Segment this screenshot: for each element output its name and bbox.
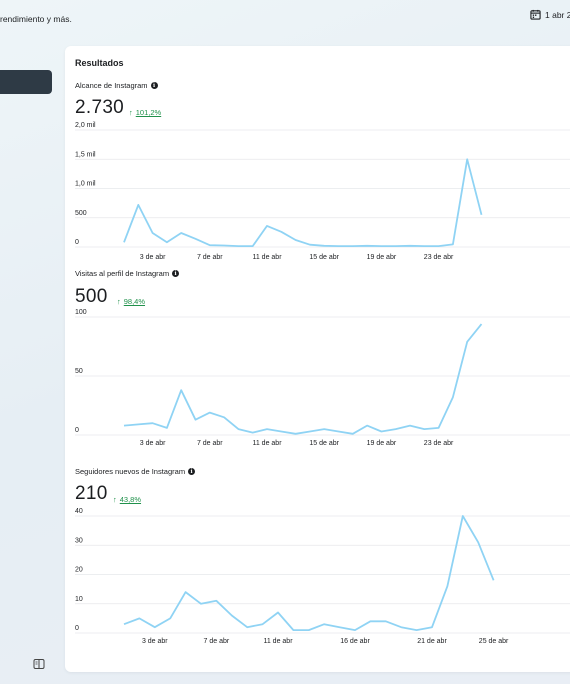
x-tick-label: 23 de abr [424,440,454,447]
x-tick-label: 3 de abr [140,440,166,447]
delta-percent[interactable]: 98,4% [123,297,146,306]
metric-value-new-followers: 210 [75,483,108,504]
y-tick-label: 0 [75,239,79,246]
y-tick-label: 50 [75,368,83,375]
metric-label-text: Visitas al perfil de Instagram [75,269,170,278]
y-tick-label: 500 [75,210,87,217]
info-icon[interactable]: i [150,82,158,89]
arrow-up-icon: ↑ [117,297,121,306]
y-tick-label: 10 [75,596,83,603]
x-tick-label: 3 de abr [142,638,168,645]
metric-label-profile-visits: Visitas al perfil de Instagram i [75,269,180,278]
reach-line-chart: 2,0 mil 1,5 mil 1,0 mil 500 0 3 de abr 7 de ab… [75,122,570,261]
arrow-up-icon: ↑ [113,495,117,504]
sidebar-active-item[interactable] [0,70,52,94]
series-line[interactable] [123,158,483,247]
metric-value-profile-visits: 500 [75,286,108,307]
y-tick-label: 0 [75,427,79,434]
y-tick-label: 40 [75,508,83,515]
x-tick-label: 3 de abr [140,254,166,261]
series-line[interactable] [123,515,495,631]
delta-percent[interactable]: 43,8% [119,495,142,504]
y-tick-label: 20 [75,567,83,574]
metric-label-text: Seguidores nuevos de Instagram [75,467,186,476]
x-tick-label: 19 de abr [367,254,397,261]
date-range-picker[interactable]: 1 abr 2 [530,9,570,20]
arrow-up-icon: ↑ [129,108,133,117]
metric-label-new-followers: Seguidores nuevos de Instagram i [75,467,196,476]
x-tick-label: 7 de abr [204,638,230,645]
x-tick-label: 15 de abr [309,254,339,261]
x-tick-label: 11 de abr [252,254,282,261]
card-title: Resultados [75,58,124,68]
profile-visits-line-chart: 100 50 0 3 de abr 7 de abr 11 de abr 15 de abr… [75,309,570,447]
metric-delta-reach: ↑ 101,2% [129,108,161,117]
y-tick-label: 0 [75,625,79,632]
new-followers-line-chart: 40 30 20 10 0 3 de abr 7 de abr 11 de abr 16 de … [75,508,570,645]
page-subtitle: rendimiento y más. [0,14,72,24]
date-range-label: 1 abr 2 [545,9,570,20]
y-tick-label: 1,5 mil [75,151,96,158]
info-icon[interactable]: i [188,468,196,475]
y-tick-label: 100 [75,309,87,316]
y-tick-label: 2,0 mil [75,122,96,129]
metric-delta-profile-visits: ↑ 98,4% [117,297,145,306]
x-tick-label: 11 de abr [263,638,293,645]
sidebar-toggle-icon[interactable] [33,658,45,670]
delta-percent[interactable]: 101,2% [135,108,162,117]
y-tick-label: 1,0 mil [75,181,96,188]
x-tick-label: 7 de abr [197,254,223,261]
x-tick-label: 23 de abr [424,254,454,261]
metric-delta-new-followers: ↑ 43,8% [113,495,141,504]
y-tick-label: 30 [75,537,83,544]
metric-value-reach: 2.730 [75,97,125,118]
series-line[interactable] [123,323,483,435]
metric-label-text: Alcance de Instagram [75,81,148,90]
metric-label-reach: Alcance de Instagram i [75,81,158,90]
x-tick-label: 21 de abr [417,638,447,645]
x-tick-label: 15 de abr [309,440,339,447]
info-icon[interactable]: i [172,270,180,277]
x-tick-label: 25 de abr [479,638,509,645]
x-tick-label: 11 de abr [252,440,282,447]
results-card: Resultados Alcance de Instagram i 2.730 … [65,46,570,672]
x-tick-label: 19 de abr [367,440,397,447]
x-tick-label: 7 de abr [197,440,223,447]
calendar-icon [530,9,541,20]
x-tick-label: 16 de abr [340,638,370,645]
